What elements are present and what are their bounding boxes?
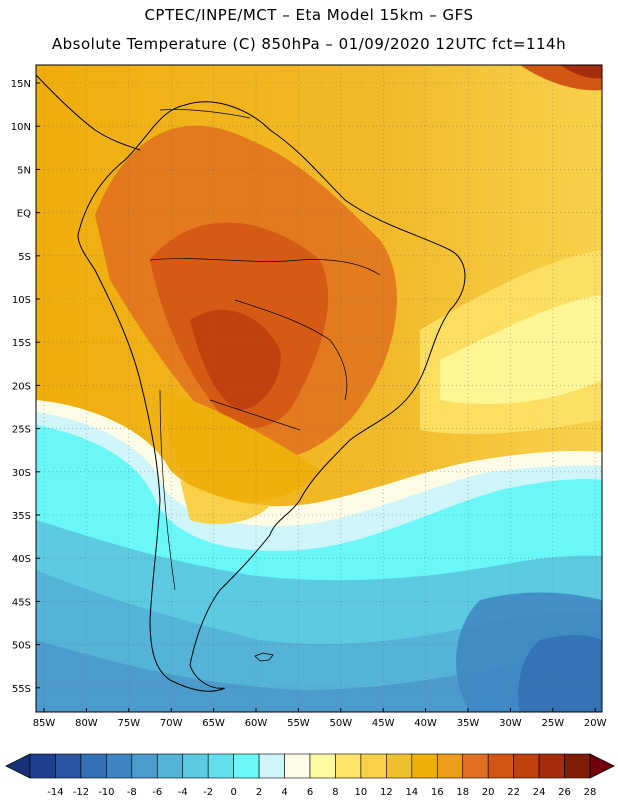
colorbar-swatch [411,753,438,779]
colorbar-swatch [233,753,260,779]
lat-tick-label: 55S [12,684,31,695]
lon-tick-label: 75W [117,718,140,729]
colorbar-label: 28 [584,787,597,798]
colorbar-swatch [207,753,234,779]
colorbar-label: 4 [281,787,287,798]
colorbar-swatch [462,753,489,779]
colorbar-label: 22 [507,787,520,798]
colorbar-label: -8 [127,787,137,798]
latitude-tick-labels: 15N 10N 5N EQ 5S 10S 15S 20S 25S 30S 35S 40S 45S 50S 5… [11,79,40,695]
lon-tick-label: 20W [584,718,607,729]
map-title-line-1: CPTEC/INPE/MCT – Eta Model 15km – GFS [144,6,474,24]
lon-tick-label: 30W [499,718,522,729]
colorbar-label: -6 [152,787,162,798]
colorbar-under-arrow [5,753,31,779]
colorbar-swatch [156,753,184,779]
colorbar-label: 20 [482,787,495,798]
lat-tick-label: 5N [17,165,31,176]
colorbar-label: -4 [178,787,188,798]
lat-tick-label: 25S [12,425,31,436]
colorbar-swatch [487,753,514,779]
colorbar-label: -14 [47,787,63,798]
colorbar-swatch [564,753,591,779]
colorbar-over-arrow [589,753,615,779]
colorbar-swatch [258,753,285,779]
lat-tick-label: 40S [12,554,31,565]
colorbar: -14 -12 -10 -8 -6 -4 -2 0 2 4 6 8 10 12 14 16 18 20 22 24 26… [5,753,615,798]
lon-tick-label: 35W [457,718,480,729]
lat-tick-label: 30S [12,468,31,479]
lat-tick-label: 20S [12,381,31,392]
colorbar-swatch [360,753,387,779]
colorbar-label: 26 [558,787,571,798]
colorbar-swatch [513,753,540,779]
lon-tick-label: 25W [541,718,564,729]
colorbar-label: 14 [405,787,418,798]
colorbar-label: 8 [332,787,338,798]
colorbar-swatch [55,753,82,779]
colorbar-swatch [436,753,464,779]
colorbar-swatch [106,753,133,779]
colorbar-swatch [80,753,107,779]
colorbar-swatch [538,753,565,779]
temperature-field [36,65,602,712]
lon-tick-label: 85W [33,718,56,729]
colorbar-label: 0 [230,787,236,798]
lon-tick-label: 45W [372,718,395,729]
lat-tick-label: 10S [12,295,31,306]
colorbar-swatch [131,753,158,779]
longitude-tick-labels: 85W 80W 75W 70W 65W 60W 55W 50W 45W 40W 35W 30W 25W 2… [33,708,607,729]
lon-tick-label: 40W [414,718,437,729]
colorbar-swatch [29,753,56,779]
lat-tick-label: 45S [12,597,31,608]
map-title-line-2: Absolute Temperature (C) 850hPa – 01/09/… [51,35,567,53]
lon-tick-label: 55W [287,718,310,729]
lat-tick-label: 15N [11,79,31,90]
lon-tick-label: 80W [75,718,98,729]
lat-tick-label: 5S [18,252,31,263]
lon-tick-label: 65W [202,718,225,729]
colorbar-label: 18 [456,787,469,798]
colorbar-swatch [284,753,311,779]
lat-tick-label: 10N [11,122,31,133]
colorbar-swatch [182,753,209,779]
colorbar-label: 2 [256,787,262,798]
colorbar-label: 24 [533,787,546,798]
lat-tick-label: 15S [12,338,31,349]
colorbar-label: -12 [73,787,89,798]
colorbar-label: 6 [307,787,313,798]
lon-tick-label: 70W [160,718,183,729]
colorbar-swatch [309,753,336,779]
lon-tick-label: 50W [329,718,352,729]
lon-tick-label: 60W [245,718,268,729]
colorbar-swatch [386,753,413,779]
colorbar-label: 12 [380,787,393,798]
colorbar-label: -2 [203,787,213,798]
colorbar-swatch [335,753,362,779]
lat-tick-label: 50S [12,641,31,652]
lat-tick-label: 35S [12,511,31,522]
colorbar-label: 10 [355,787,368,798]
lat-tick-label: EQ [17,209,31,220]
colorbar-label: -10 [98,787,114,798]
colorbar-label: 16 [431,787,444,798]
map-frame [35,64,603,713]
